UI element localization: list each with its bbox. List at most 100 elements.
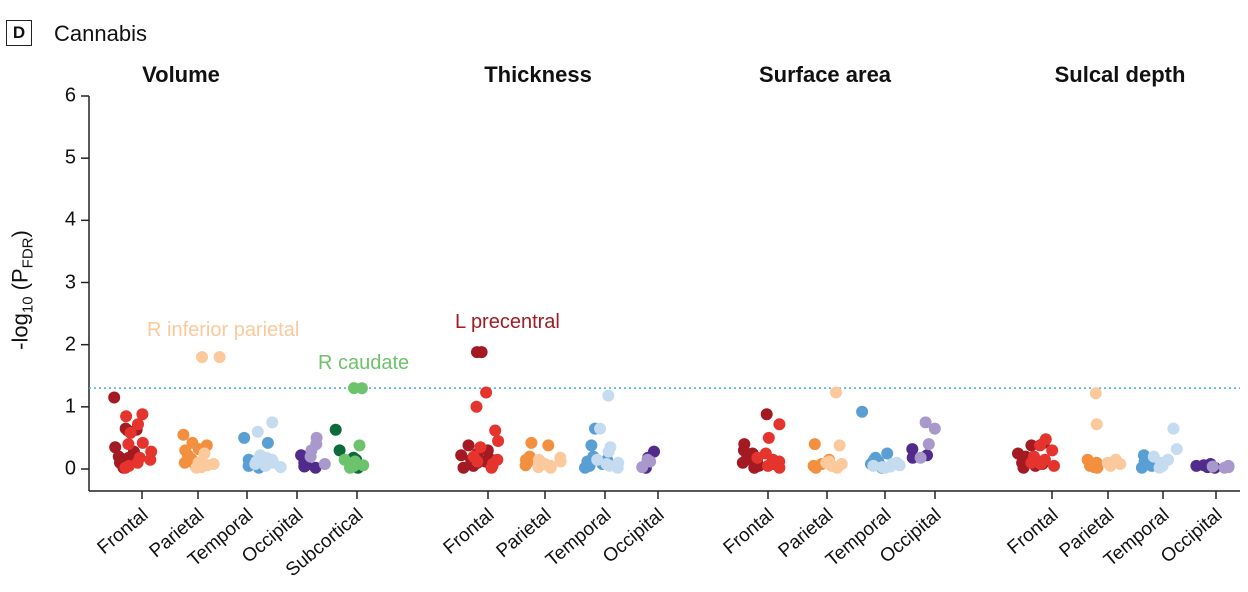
data-point bbox=[602, 389, 615, 402]
data-point bbox=[581, 455, 594, 468]
point-annotation: R caudate bbox=[318, 352, 410, 375]
data-point bbox=[856, 405, 869, 418]
data-point bbox=[808, 438, 821, 451]
data-point bbox=[542, 439, 555, 452]
data-point bbox=[207, 458, 220, 470]
data-point bbox=[830, 386, 842, 399]
data-point bbox=[136, 408, 149, 421]
data-point bbox=[124, 426, 137, 439]
data-point bbox=[1170, 443, 1183, 456]
facet-title: Surface area bbox=[758, 62, 892, 87]
point-annotation: L precentral bbox=[455, 311, 560, 334]
data-point bbox=[1167, 422, 1180, 435]
data-point bbox=[455, 449, 468, 462]
data-point bbox=[329, 423, 342, 436]
data-point bbox=[1025, 439, 1038, 452]
y-tick-label: 5 bbox=[64, 146, 76, 169]
point-annotation: R inferior parietal bbox=[147, 319, 300, 342]
facet-title: Volume bbox=[142, 62, 220, 87]
highlighted-point bbox=[196, 351, 208, 364]
data-point bbox=[906, 443, 919, 456]
data-point bbox=[318, 458, 331, 470]
data-point bbox=[773, 461, 786, 474]
data-point bbox=[492, 435, 505, 447]
data-point bbox=[1046, 444, 1059, 457]
data-point bbox=[600, 458, 613, 470]
panel-letter: D bbox=[6, 20, 32, 46]
data-point bbox=[261, 436, 274, 449]
data-point bbox=[1206, 460, 1219, 473]
y-tick-label: 6 bbox=[64, 84, 76, 107]
data-point bbox=[1114, 458, 1127, 470]
data-point bbox=[266, 453, 279, 466]
data-point bbox=[145, 445, 158, 458]
data-point bbox=[532, 453, 545, 466]
data-point bbox=[585, 439, 598, 452]
data-point bbox=[132, 418, 144, 431]
data-point bbox=[119, 461, 132, 474]
data-point bbox=[1089, 387, 1102, 400]
data-point bbox=[457, 461, 470, 474]
data-point bbox=[249, 458, 262, 470]
y-tick-label: 2 bbox=[64, 333, 76, 356]
data-point bbox=[884, 460, 897, 473]
data-point bbox=[120, 410, 133, 423]
data-point bbox=[108, 391, 121, 404]
data-point bbox=[177, 428, 190, 441]
data-point bbox=[178, 456, 191, 469]
y-tick-label: 3 bbox=[64, 271, 76, 293]
data-point bbox=[333, 444, 346, 457]
data-point bbox=[471, 455, 484, 468]
data-point bbox=[213, 351, 226, 364]
data-point bbox=[893, 459, 906, 472]
data-point bbox=[736, 456, 749, 469]
data-point bbox=[1153, 461, 1166, 474]
y-tick-label: 1 bbox=[64, 395, 76, 418]
data-point bbox=[1048, 459, 1060, 472]
data-point bbox=[353, 439, 366, 452]
highlighted-point bbox=[471, 346, 483, 359]
highlighted-point bbox=[348, 382, 360, 395]
data-point bbox=[251, 425, 264, 438]
data-point bbox=[1138, 455, 1151, 468]
data-point bbox=[881, 447, 894, 460]
data-point bbox=[309, 461, 322, 474]
data-point bbox=[751, 451, 764, 464]
data-point bbox=[773, 418, 786, 431]
data-point bbox=[767, 453, 779, 466]
data-point bbox=[760, 408, 773, 421]
data-point bbox=[602, 445, 615, 458]
data-point bbox=[266, 416, 279, 429]
data-point bbox=[519, 459, 532, 472]
data-point bbox=[489, 424, 502, 437]
facet-title: Thickness bbox=[484, 62, 592, 87]
data-point bbox=[762, 431, 775, 444]
data-point bbox=[136, 436, 149, 449]
facet-title: Sulcal depth bbox=[1054, 62, 1186, 87]
data-point bbox=[928, 422, 941, 435]
panel-letter-text: D bbox=[12, 23, 26, 42]
data-point bbox=[525, 436, 538, 449]
data-point bbox=[544, 461, 557, 474]
data-point bbox=[195, 455, 208, 468]
data-point bbox=[1190, 459, 1203, 472]
data-point bbox=[1090, 418, 1103, 431]
panel-title: Cannabis bbox=[54, 21, 147, 46]
data-point bbox=[554, 455, 567, 468]
data-point bbox=[109, 441, 122, 454]
data-point bbox=[922, 438, 935, 451]
data-point bbox=[919, 416, 932, 429]
data-point bbox=[914, 451, 927, 464]
data-point bbox=[594, 422, 607, 435]
data-point bbox=[480, 386, 493, 399]
data-point bbox=[831, 461, 844, 474]
y-tick-label: 0 bbox=[64, 457, 76, 480]
data-point bbox=[867, 459, 880, 472]
data-point bbox=[470, 400, 483, 413]
data-point bbox=[274, 461, 287, 474]
y-tick-label: 4 bbox=[64, 208, 76, 231]
data-point bbox=[611, 461, 624, 474]
data-point bbox=[1025, 456, 1038, 469]
data-point bbox=[304, 450, 317, 463]
